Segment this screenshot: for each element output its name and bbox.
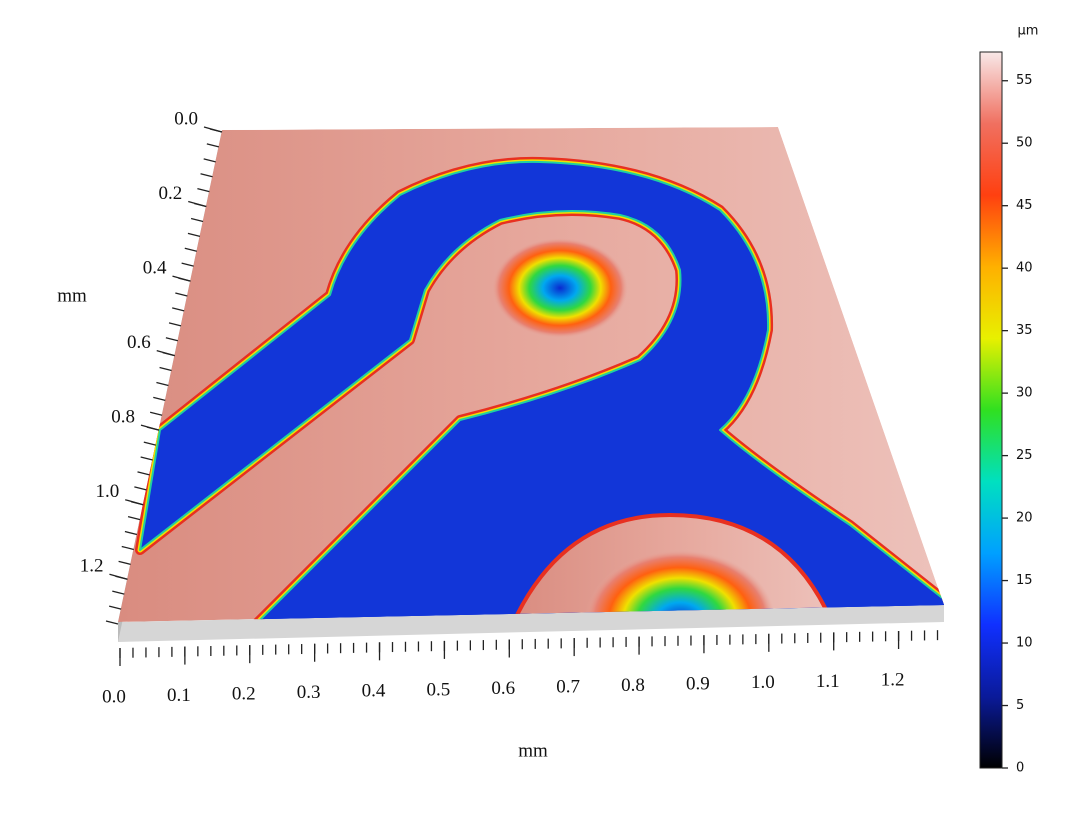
colorbar-tick-label: 30 bbox=[1016, 386, 1033, 401]
colorbar-tick-label: 10 bbox=[1016, 636, 1033, 651]
crater bbox=[492, 238, 628, 338]
x-tick-label: 0.6 bbox=[491, 678, 515, 699]
colorbar-tick-label: 55 bbox=[1016, 73, 1033, 88]
y-axis-label: mm bbox=[57, 285, 87, 306]
y-tick-label: 0.8 bbox=[111, 407, 135, 428]
y-tick bbox=[140, 424, 160, 431]
minor-tick bbox=[108, 605, 122, 610]
minor-tick bbox=[181, 262, 194, 267]
y-tick-label: 0.4 bbox=[143, 257, 167, 278]
x-tick-label: 0.7 bbox=[556, 676, 580, 697]
y-tick bbox=[109, 573, 128, 580]
y-tick-label: 1.0 bbox=[95, 481, 119, 502]
colorbar bbox=[979, 51, 1003, 769]
minor-tick bbox=[112, 590, 125, 595]
x-tick-label: 0.1 bbox=[167, 685, 191, 706]
channel bbox=[139, 160, 944, 622]
minor-tick bbox=[175, 292, 188, 297]
y-tick bbox=[125, 499, 144, 506]
y-tick bbox=[188, 200, 207, 208]
minor-tick bbox=[206, 143, 220, 148]
minor-tick bbox=[187, 232, 201, 237]
minor-tick bbox=[134, 486, 147, 491]
x-tick-label: 0.3 bbox=[297, 682, 321, 703]
minor-tick bbox=[153, 396, 166, 401]
minor-tick bbox=[184, 247, 197, 252]
minor-tick bbox=[118, 560, 131, 565]
colorbar-tick-label: 15 bbox=[1016, 573, 1033, 588]
minor-tick bbox=[156, 381, 169, 387]
colorbar-label: µm bbox=[1018, 24, 1039, 39]
minor-tick bbox=[140, 456, 153, 461]
colorbar-tick-label: 50 bbox=[1016, 136, 1033, 151]
x-tick-label: 0.4 bbox=[362, 681, 386, 702]
colorbar-tick-label: 35 bbox=[1016, 323, 1033, 338]
minor-tick bbox=[165, 337, 179, 342]
minor-tick bbox=[172, 307, 185, 312]
colorbar-tick-label: 45 bbox=[1016, 198, 1033, 213]
x-tick-label: 0.2 bbox=[232, 684, 256, 705]
colorbar-tick-label: 25 bbox=[1016, 448, 1033, 463]
colorbar-tick-label: 20 bbox=[1016, 511, 1033, 526]
y-tick-label: 0.2 bbox=[158, 183, 182, 204]
y-tick bbox=[156, 350, 175, 357]
x-tick-label: 0.0 bbox=[102, 686, 126, 707]
minor-tick bbox=[105, 620, 119, 625]
minor-tick bbox=[137, 471, 150, 476]
x-tick-label: 0.9 bbox=[686, 674, 710, 695]
slab-front bbox=[118, 605, 944, 642]
minor-tick bbox=[124, 530, 138, 536]
minor-tick bbox=[149, 411, 163, 416]
minor-tick bbox=[168, 322, 182, 327]
x-tick-label: 1.0 bbox=[751, 672, 775, 693]
y-tick bbox=[203, 126, 223, 133]
x-tick-label: 1.2 bbox=[881, 669, 905, 690]
minor-tick bbox=[143, 441, 156, 446]
x-tick-label: 1.1 bbox=[816, 671, 840, 692]
minor-tick bbox=[121, 545, 134, 551]
x-tick-label: 0.5 bbox=[427, 679, 451, 700]
y-tick-label: 1.2 bbox=[80, 556, 104, 577]
minor-tick bbox=[200, 173, 213, 178]
colorbar-tick-label: 5 bbox=[1016, 698, 1024, 713]
minor-tick bbox=[127, 516, 141, 521]
minor-tick bbox=[197, 188, 210, 193]
x-tick-label: 0.8 bbox=[621, 675, 645, 696]
surface bbox=[118, 127, 944, 642]
minor-tick bbox=[159, 366, 172, 372]
y-tick-label: 0.6 bbox=[127, 332, 151, 353]
colorbar-tick-label: 0 bbox=[1016, 761, 1024, 776]
colorbar-tick-label: 40 bbox=[1016, 261, 1033, 276]
minor-tick bbox=[203, 158, 216, 163]
y-tick-label: 0.0 bbox=[174, 108, 198, 129]
y-tick bbox=[172, 275, 191, 282]
x-axis-label: mm bbox=[518, 740, 548, 761]
minor-tick bbox=[190, 217, 204, 223]
